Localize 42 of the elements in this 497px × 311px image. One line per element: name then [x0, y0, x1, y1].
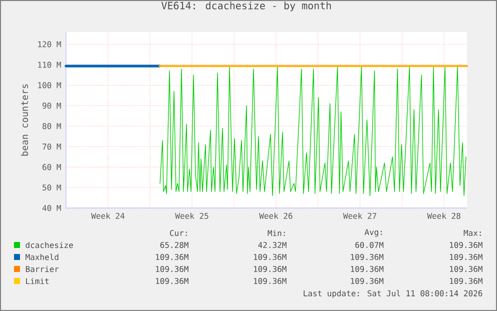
y-tick-label: 40 M [42, 204, 61, 212]
chart-title: VE614: dcachesize - by month [161, 2, 331, 12]
text: Avg: [364, 229, 382, 237]
x-tick-label: Week 26 [259, 212, 292, 219]
y-tick-label: 60 M [42, 164, 61, 170]
x-tick-label: Week 28 [427, 212, 460, 219]
y-tick-label: 80 M [42, 123, 61, 130]
text: 109.36M [156, 278, 188, 284]
text: 109.36M [450, 266, 482, 272]
text: 109.36M [450, 278, 482, 284]
text: 109.36M [450, 242, 482, 248]
text: 109.36M [350, 266, 384, 272]
legend-label: Barrier [26, 266, 59, 272]
x-tick-label: Week 25 [175, 212, 208, 219]
text: 109.36M [254, 278, 286, 284]
y-tick-label: 110 M [38, 62, 61, 68]
legend-label: Limit [26, 278, 49, 284]
text: 109.36M [350, 254, 384, 260]
text: 109.36M [254, 254, 286, 260]
y-tick-label: 50 M [42, 184, 61, 191]
y-tick-label: 100 M [38, 82, 61, 88]
text: Min: [268, 230, 285, 236]
y-tick-label: 90 M [42, 102, 61, 109]
text: Max: [464, 230, 481, 236]
text: 60.07M [355, 242, 384, 248]
x-tick-label: Week 24 [91, 212, 124, 219]
text: 109.36M [350, 278, 384, 284]
text: 109.36M [254, 266, 286, 272]
text: 65.28M [160, 242, 188, 248]
y-tick-label: 70 M [42, 144, 61, 150]
x-tick-label: Week 27 [343, 212, 376, 219]
legend-label: dcachesize [26, 242, 73, 248]
text: 42.32M [258, 242, 286, 248]
text: 109.36M [156, 254, 188, 260]
y-axis-title: bean counters [20, 84, 28, 156]
legend-label: Maxheld [26, 254, 58, 260]
text: 109.36M [450, 254, 482, 260]
text: Cur: [170, 230, 187, 236]
text: Last update: Sat Jul 11 08:00:14 2026 [304, 290, 482, 298]
y-tick-label: 120 M [38, 41, 61, 48]
text: 109.36M [156, 266, 188, 272]
line-series [160, 66, 466, 196]
